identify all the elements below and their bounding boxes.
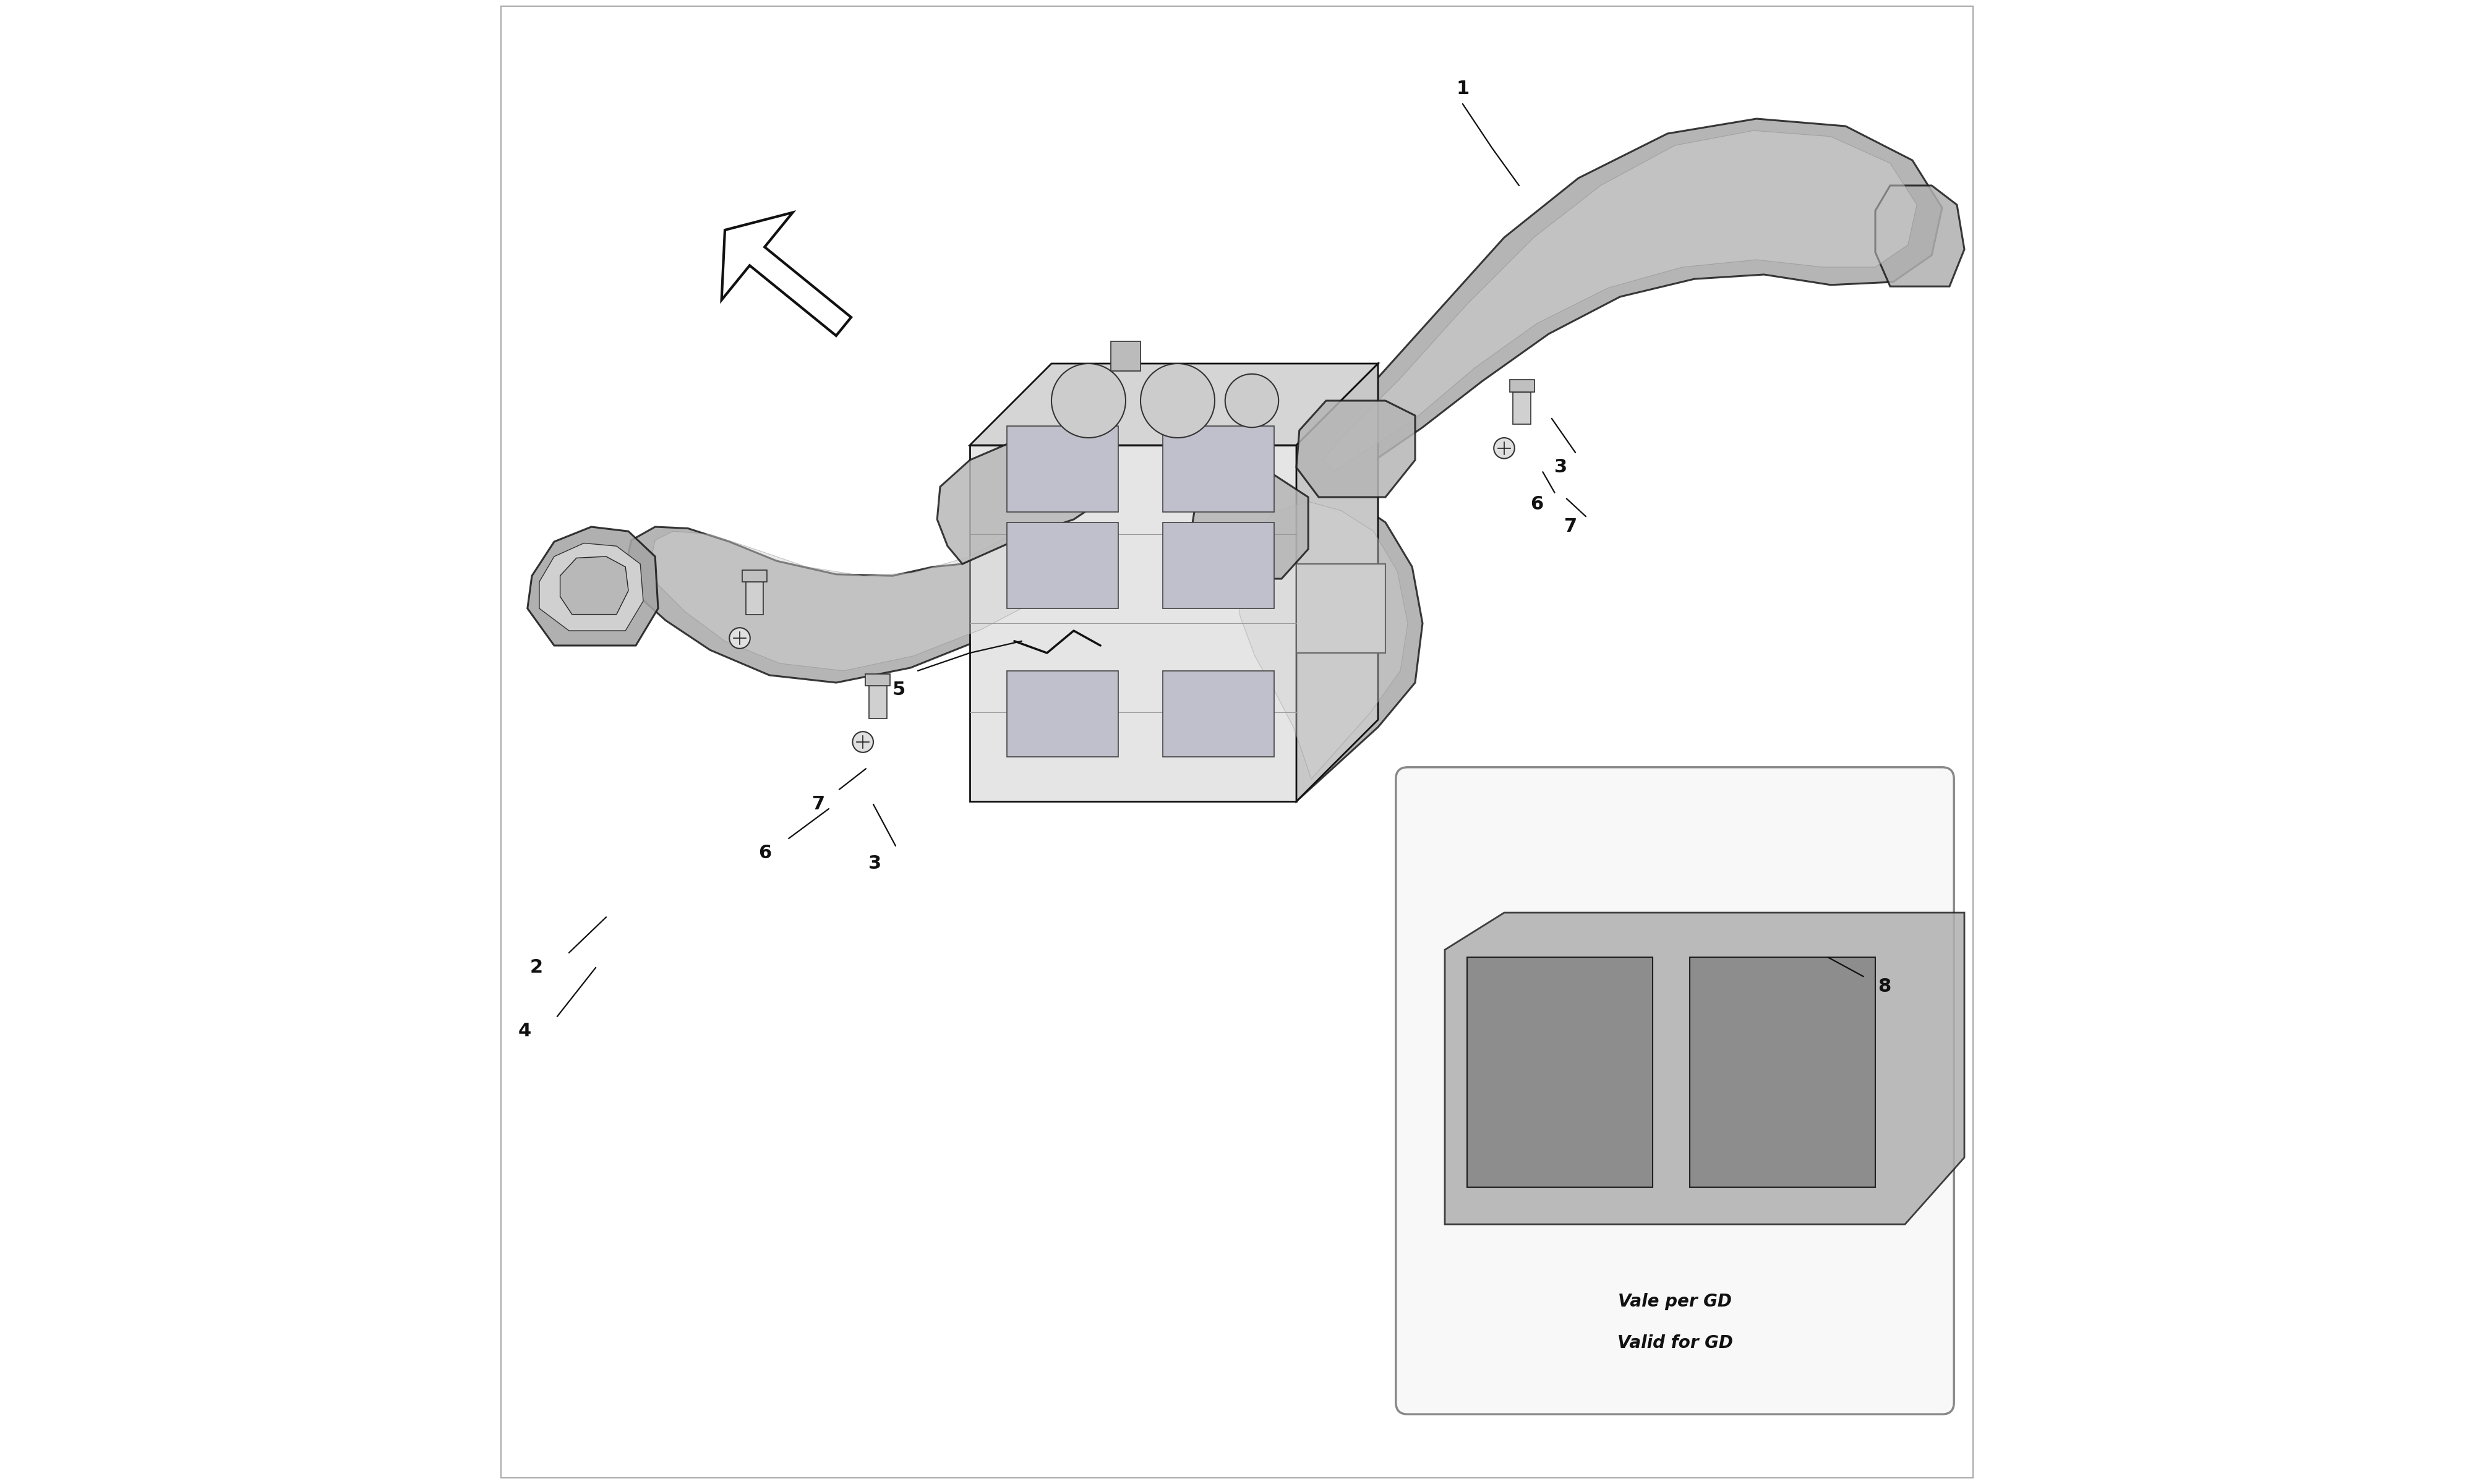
Circle shape (854, 732, 873, 752)
Polygon shape (1007, 426, 1118, 512)
Circle shape (730, 628, 750, 649)
Text: 6: 6 (1531, 496, 1544, 513)
Polygon shape (1690, 957, 1875, 1187)
Polygon shape (1007, 671, 1118, 757)
Polygon shape (742, 570, 767, 582)
Text: 1: 1 (1457, 80, 1470, 98)
Polygon shape (1445, 913, 1964, 1224)
Polygon shape (1875, 186, 1964, 286)
Polygon shape (745, 582, 764, 614)
Polygon shape (868, 686, 886, 718)
Polygon shape (1514, 392, 1531, 424)
Polygon shape (539, 543, 643, 631)
Polygon shape (1163, 522, 1274, 608)
Text: 7: 7 (811, 795, 824, 813)
Text: 4: 4 (517, 1022, 532, 1040)
Polygon shape (1296, 401, 1415, 497)
Polygon shape (651, 527, 1076, 671)
Polygon shape (527, 527, 658, 646)
Polygon shape (866, 674, 891, 686)
Polygon shape (1163, 426, 1274, 512)
FancyBboxPatch shape (1395, 767, 1954, 1414)
Circle shape (1141, 364, 1215, 438)
Text: 3: 3 (868, 855, 881, 873)
Polygon shape (970, 445, 1296, 801)
Polygon shape (1237, 502, 1408, 779)
Polygon shape (1163, 671, 1274, 757)
Polygon shape (626, 519, 1089, 683)
Polygon shape (559, 556, 628, 614)
Polygon shape (1324, 131, 1917, 472)
Circle shape (1494, 438, 1514, 459)
Circle shape (1051, 364, 1126, 438)
Text: 5: 5 (893, 681, 905, 699)
Polygon shape (1299, 119, 1942, 493)
Polygon shape (1190, 475, 1309, 579)
Polygon shape (1509, 380, 1534, 392)
Text: Vale per GD: Vale per GD (1618, 1293, 1732, 1310)
Polygon shape (722, 212, 851, 335)
Text: Valid for GD: Valid for GD (1618, 1334, 1732, 1352)
Text: 8: 8 (1878, 978, 1890, 996)
Text: 3: 3 (1554, 459, 1566, 476)
Polygon shape (1220, 487, 1423, 801)
Polygon shape (970, 364, 1378, 445)
Polygon shape (1467, 957, 1653, 1187)
Circle shape (1225, 374, 1279, 427)
Text: 2: 2 (529, 959, 542, 976)
Text: 6: 6 (760, 844, 772, 862)
Polygon shape (938, 438, 1096, 564)
Polygon shape (1296, 364, 1378, 801)
Polygon shape (1007, 522, 1118, 608)
Text: 7: 7 (1564, 518, 1578, 536)
Polygon shape (1296, 564, 1385, 653)
Polygon shape (1111, 341, 1141, 371)
